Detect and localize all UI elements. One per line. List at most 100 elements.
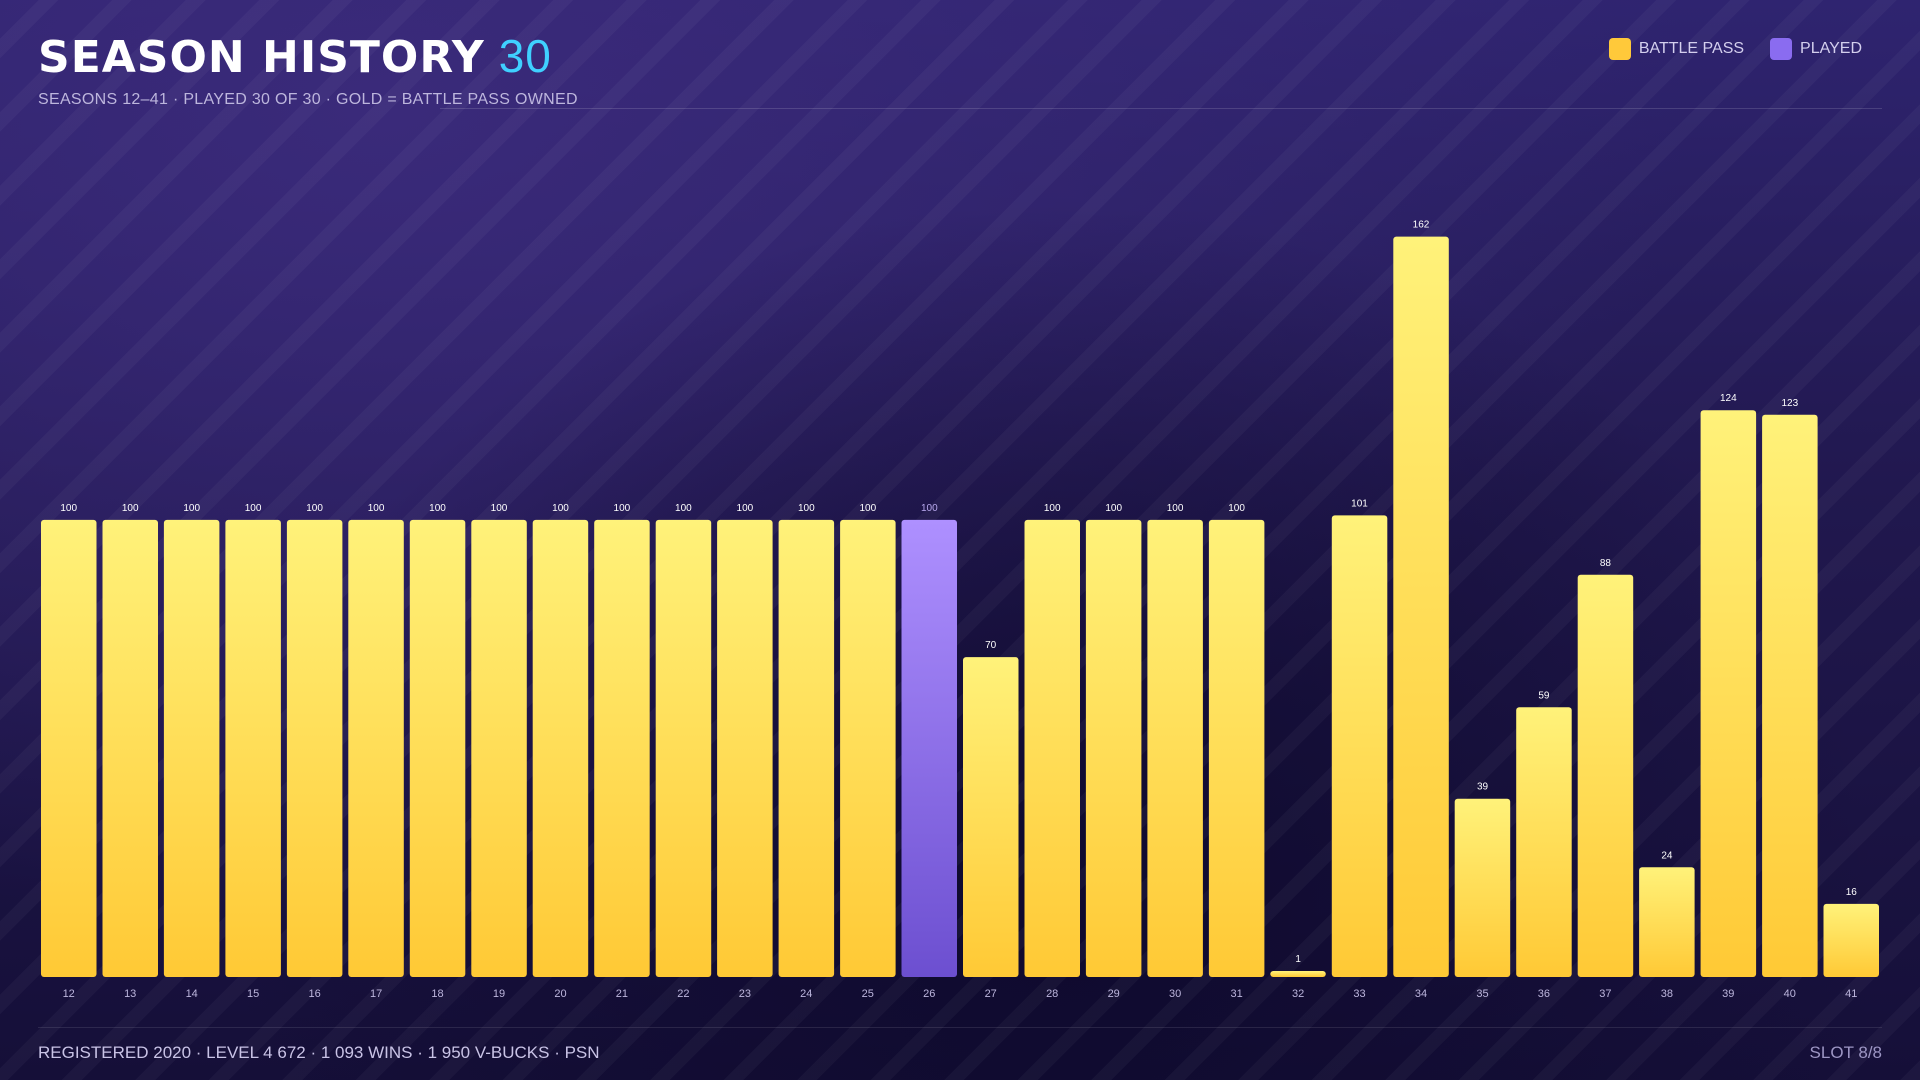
- tick-label-season-12: 12: [63, 988, 75, 1000]
- value-label-season-31: 100: [1228, 503, 1245, 514]
- tick-label-season-36: 36: [1538, 988, 1550, 1000]
- tick-label-season-21: 21: [616, 988, 628, 1000]
- bar-season-29: [1085, 519, 1142, 977]
- tick-label-season-20: 20: [554, 988, 566, 1000]
- bar-season-31: [1208, 519, 1265, 977]
- tick-label-season-19: 19: [493, 988, 505, 1000]
- value-label-season-38: 24: [1661, 850, 1673, 861]
- tick-label-season-13: 13: [124, 988, 136, 1000]
- tick-label-season-25: 25: [862, 988, 874, 1000]
- tick-label-season-28: 28: [1046, 988, 1058, 1000]
- tick-label-season-32: 32: [1292, 988, 1304, 1000]
- bar-season-36: [1516, 707, 1572, 977]
- bar-season-30: [1147, 519, 1203, 977]
- value-label-season-13: 100: [122, 503, 139, 514]
- legend-label-battle-pass: BATTLE PASS: [1638, 40, 1745, 57]
- value-label-season-32: 1: [1295, 954, 1301, 965]
- tick-label-season-38: 38: [1661, 988, 1673, 1000]
- bar-season-19: [471, 519, 527, 977]
- legend-label-played: PLAYED: [1800, 40, 1862, 57]
- value-label-season-19: 100: [491, 503, 508, 514]
- value-label-season-26: 100: [921, 503, 938, 514]
- page-title: SEASON HISTORY 30: [38, 28, 552, 86]
- bar-season-26: [901, 519, 957, 977]
- value-label-season-35: 39: [1477, 782, 1489, 793]
- footer-divider: [38, 1027, 1882, 1028]
- bar-season-18: [409, 519, 466, 977]
- tick-label-season-27: 27: [985, 988, 997, 1000]
- value-label-season-30: 100: [1167, 503, 1184, 514]
- value-label-season-25: 100: [859, 503, 876, 514]
- tick-label-season-39: 39: [1722, 988, 1734, 1000]
- value-label-season-23: 100: [737, 503, 754, 514]
- bar-season-34: [1393, 236, 1449, 978]
- tick-label-season-41: 41: [1845, 988, 1857, 1000]
- tick-label-season-30: 30: [1169, 988, 1181, 1000]
- value-label-season-27: 70: [985, 640, 997, 651]
- bar-season-20: [532, 519, 589, 977]
- legend-swatch-played: [1770, 38, 1793, 60]
- value-label-season-40: 123: [1781, 398, 1798, 409]
- bar-season-40: [1762, 414, 1818, 977]
- value-label-season-20: 100: [552, 503, 569, 514]
- value-label-season-37: 88: [1600, 558, 1612, 569]
- bar-season-27: [963, 657, 1019, 977]
- bar-season-23: [717, 519, 773, 977]
- bar-season-39: [1700, 410, 1757, 977]
- bar-season-21: [594, 519, 650, 977]
- bar-season-41: [1823, 903, 1879, 977]
- value-label-season-16: 100: [306, 503, 323, 514]
- footer-stats: REGISTERED 2020 · LEVEL 4 672 · 1 093 WI…: [38, 1043, 600, 1062]
- bar-season-37: [1577, 574, 1634, 977]
- page-subtitle: SEASONS 12–41 · PLAYED 30 OF 30 · GOLD =…: [38, 91, 578, 108]
- value-label-season-14: 100: [183, 503, 200, 514]
- bar-season-28: [1024, 519, 1080, 977]
- bar-season-22: [655, 519, 712, 977]
- value-label-season-29: 100: [1105, 503, 1122, 514]
- tick-label-season-18: 18: [431, 988, 443, 1000]
- slot-indicator: SLOT 8/8: [1809, 1043, 1882, 1062]
- tick-label-season-37: 37: [1599, 988, 1611, 1000]
- value-label-season-33: 101: [1351, 498, 1368, 509]
- tick-label-season-23: 23: [739, 988, 751, 1000]
- value-label-season-21: 100: [614, 503, 631, 514]
- bar-season-24: [778, 519, 835, 977]
- tick-label-season-40: 40: [1784, 988, 1796, 1000]
- value-label-season-41: 16: [1846, 887, 1858, 898]
- tick-label-season-33: 33: [1353, 988, 1365, 1000]
- legend-item-battle-pass: BATTLE PASS: [1608, 38, 1745, 60]
- season-count: 30: [498, 30, 552, 82]
- value-label-season-17: 100: [368, 503, 385, 514]
- tick-label-season-26: 26: [923, 988, 935, 1000]
- bar-season-13: [102, 519, 158, 977]
- tick-label-season-24: 24: [800, 988, 812, 1000]
- tick-label-season-35: 35: [1476, 988, 1488, 1000]
- tick-label-season-16: 16: [308, 988, 320, 1000]
- bar-season-38: [1639, 867, 1695, 977]
- value-label-season-24: 100: [798, 503, 815, 514]
- legend-swatch-battle-pass: [1608, 38, 1631, 60]
- tick-label-season-14: 14: [186, 988, 198, 1000]
- value-label-season-28: 100: [1044, 503, 1061, 514]
- legend-item-played: PLAYED: [1770, 38, 1862, 60]
- value-label-season-22: 100: [675, 503, 692, 514]
- value-label-season-36: 59: [1538, 690, 1550, 701]
- bar-season-35: [1454, 798, 1511, 977]
- chart-legend: BATTLE PASS PLAYED: [1583, 38, 1862, 60]
- value-label-season-18: 100: [429, 503, 446, 514]
- bar-season-33: [1331, 515, 1388, 977]
- value-label-season-39: 124: [1720, 393, 1737, 404]
- value-label-season-34: 162: [1413, 220, 1430, 231]
- title-text: SEASON HISTORY: [38, 32, 485, 83]
- tick-label-season-29: 29: [1108, 988, 1120, 1000]
- bar-season-12: [41, 519, 97, 977]
- tick-label-season-22: 22: [677, 988, 689, 1000]
- bar-season-15: [225, 519, 281, 977]
- tick-label-season-34: 34: [1415, 988, 1427, 1000]
- tick-label-season-15: 15: [247, 988, 259, 1000]
- bar-season-14: [163, 519, 220, 977]
- value-label-season-12: 100: [60, 503, 77, 514]
- bar-season-32: [1270, 971, 1326, 977]
- bar-season-17: [348, 519, 404, 977]
